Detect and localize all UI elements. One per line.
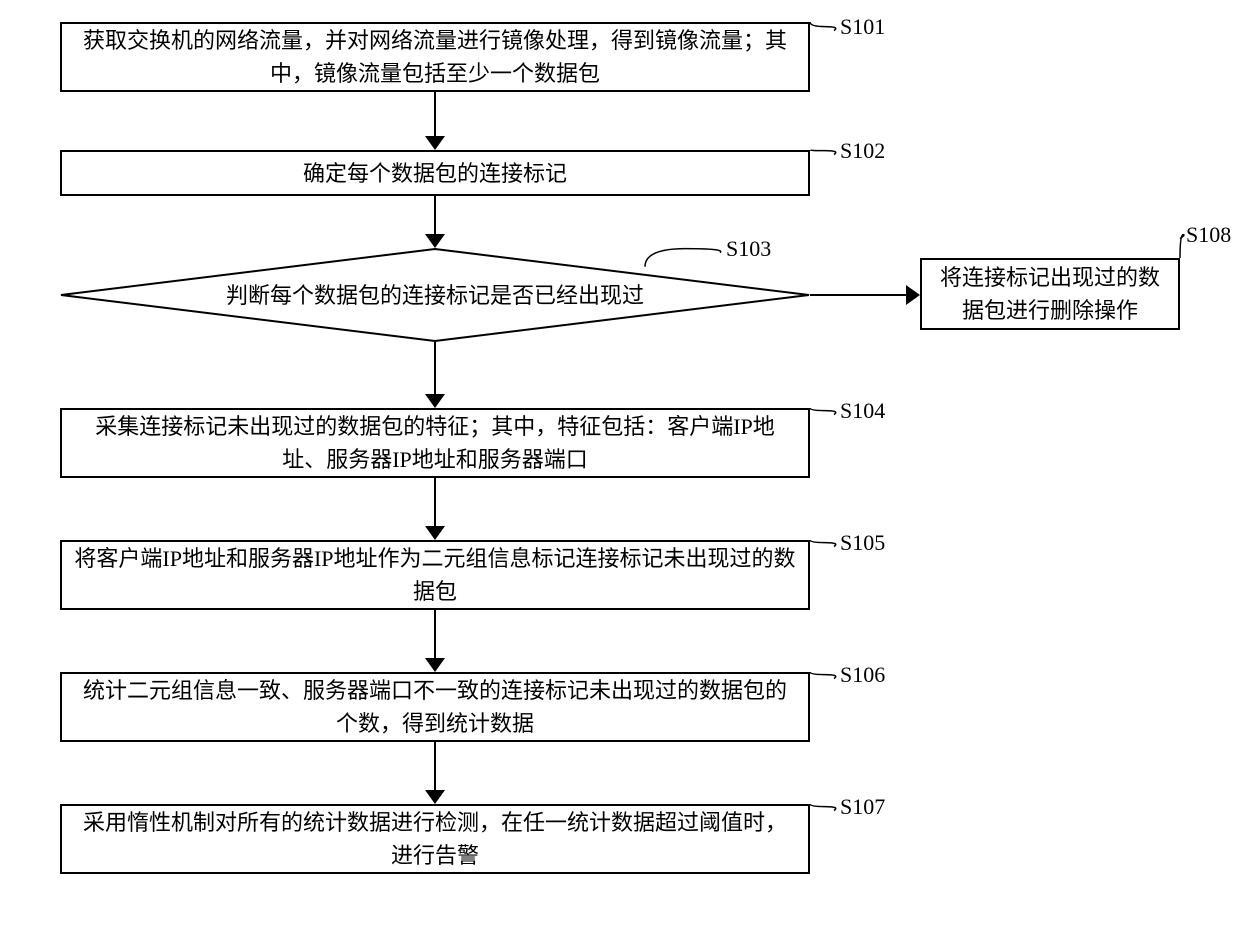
step-label-s104: S104 (840, 398, 885, 424)
flow-step-s106: 统计二元组信息一致、服务器端口不一致的连接标记未出现过的数据包的个数，得到统计数… (60, 672, 810, 742)
flow-step-s101: 获取交换机的网络流量，并对网络流量进行镜像处理，得到镜像流量；其中，镜像流量包括… (60, 22, 810, 92)
step-label-s105: S105 (840, 530, 885, 556)
step-label-s103: S103 (726, 236, 771, 262)
flow-step-s104: 采集连接标记未出现过的数据包的特征；其中，特征包括：客户端IP地址、服务器IP地… (60, 408, 810, 478)
flow-step-s108: 将连接标记出现过的数据包进行删除操作 (920, 258, 1180, 330)
flowchart-canvas: 获取交换机的网络流量，并对网络流量进行镜像处理，得到镜像流量；其中，镜像流量包括… (0, 0, 1240, 946)
flow-step-s107: 采用惰性机制对所有的统计数据进行检测，在任一统计数据超过阈值时，进行告警 (60, 804, 810, 874)
flow-step-s105: 将客户端IP地址和服务器IP地址作为二元组信息标记连接标记未出现过的数据包 (60, 540, 810, 610)
step-label-s101: S101 (840, 14, 885, 40)
flow-decision-s103: 判断每个数据包的连接标记是否已经出现过 (60, 248, 810, 342)
flow-decision-text: 判断每个数据包的连接标记是否已经出现过 (60, 248, 810, 342)
step-label-s108: S108 (1186, 222, 1231, 248)
step-label-s102: S102 (840, 138, 885, 164)
step-label-s107: S107 (840, 794, 885, 820)
step-label-s106: S106 (840, 662, 885, 688)
flow-step-s102: 确定每个数据包的连接标记 (60, 150, 810, 196)
